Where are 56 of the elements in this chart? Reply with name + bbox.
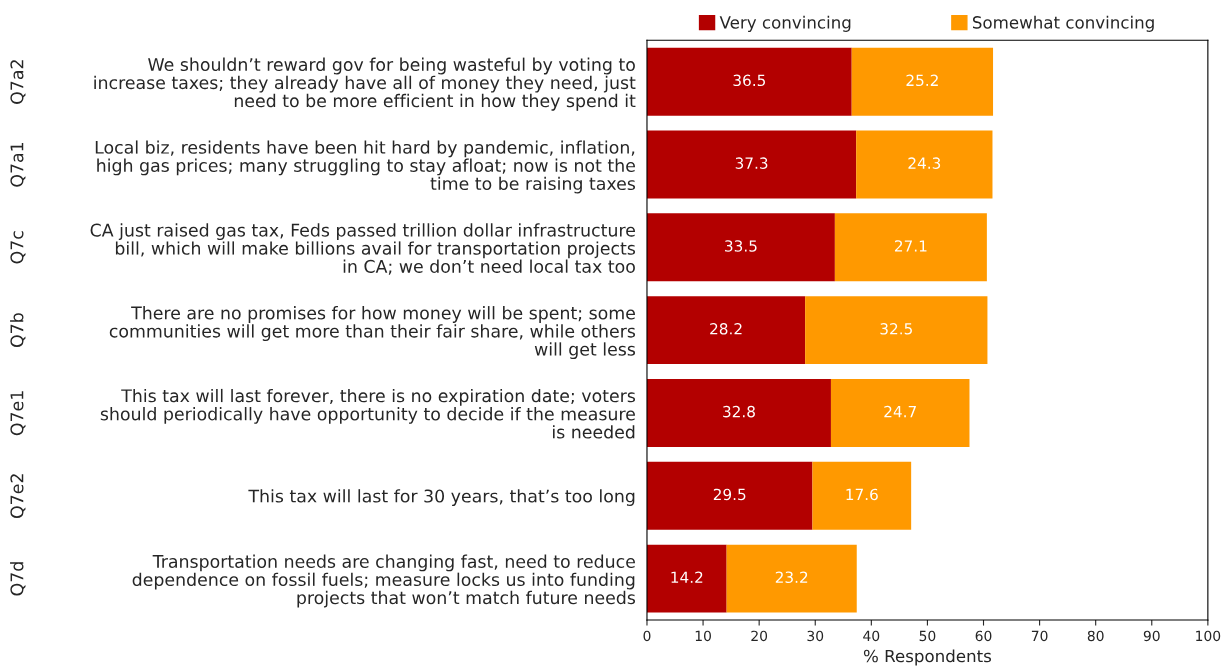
text: Q7d [10, 562, 26, 596]
data-label: 23.2 [775, 571, 808, 584]
bar [646, 130, 857, 199]
x-tick-label: 100 [1196, 630, 1221, 642]
bar [805, 296, 988, 365]
bar [726, 544, 857, 613]
x-tick-label: 70 [1031, 630, 1048, 642]
bar [834, 213, 987, 282]
text: Q7a2 [10, 60, 26, 104]
data-label: 17.6 [846, 488, 878, 501]
data-label: 24.7 [884, 405, 916, 418]
x-tick-label: 60 [975, 630, 992, 642]
x-tick-label: 20 [751, 630, 768, 642]
y-tick-label: Local biz, residents have been hit hard by pandemic, inflation, high gas prices; many struggling to stay afloat; now is not the time to be raising taxes [95, 140, 636, 194]
bar [646, 544, 727, 613]
y-tick-label: This tax will last forever, there is no expiration date; voters should periodically have opportunity to decide if the measure is needed [100, 388, 636, 439]
bar [856, 130, 993, 199]
y-tick-label: This tax will last for 30 years, that’s too long [248, 489, 635, 506]
x-tick-label: 80 [1087, 630, 1104, 642]
y-tick-label: There are no promises for how money will be spent; some communities will get more than their fair share, while others will get less [109, 306, 636, 360]
y-tick-label: CA just raised gas tax, Feds passed trillion dollar infrastructure bill, which will make billions avail for transportation projects in CA; we don’t need local tax too [90, 223, 636, 275]
text: Q7e2 [10, 474, 26, 519]
x-tick-label: 40 [863, 630, 880, 642]
x-tick-label: 50 [919, 630, 936, 642]
text: Q7e1 [10, 391, 26, 436]
y-tick-label: Transportation needs are changing fast, need to reduce dependence on fossil fuels; measure locks us into funding projects that won’t match future needs [132, 554, 636, 608]
data-label: 25.2 [906, 74, 938, 87]
bar [646, 47, 852, 116]
x-tick-label: 0 [643, 630, 651, 642]
bar [646, 379, 831, 447]
x-tick-label: 90 [1143, 630, 1160, 642]
text: Q7b [10, 313, 26, 348]
data-label: 29.5 [713, 488, 746, 501]
data-label: 32.8 [723, 405, 755, 418]
x-tick-label: 30 [807, 630, 824, 642]
data-label: 36.5 [733, 74, 766, 87]
text: Q7c [10, 231, 26, 264]
bar [851, 47, 994, 116]
bar [646, 296, 806, 365]
data-label: 24.3 [908, 157, 941, 169]
y-tick-label: We shouldn’t reward gov for being wasteful by voting to increase taxes; they already have all of money they need, just need to be more efficient in how they spend it [94, 57, 636, 111]
legend-label: Somewhat convincing [972, 15, 1154, 32]
data-label: 27.1 [894, 240, 927, 252]
data-label: 14.2 [671, 571, 703, 583]
x-tick-label: 10 [695, 630, 711, 642]
data-label: 32.5 [880, 323, 912, 335]
legend-label: Very convincing [719, 15, 851, 32]
text: Q7a1 [10, 142, 26, 187]
bar [646, 461, 813, 530]
bar [646, 213, 835, 282]
x-axis-title: % Respondents [863, 649, 992, 666]
bar [830, 379, 970, 447]
data-label: 37.3 [735, 157, 768, 169]
data-label: 28.2 [710, 323, 742, 335]
data-label: 33.5 [725, 240, 757, 252]
bar [812, 461, 912, 530]
